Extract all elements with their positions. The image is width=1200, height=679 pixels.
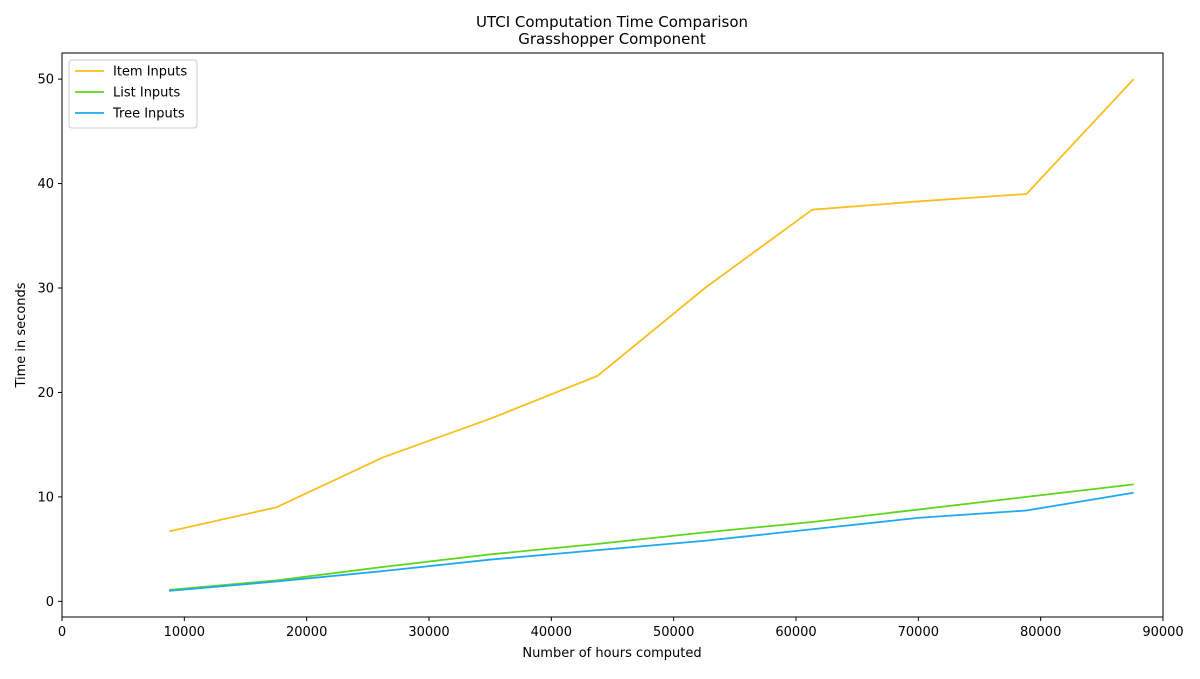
y-tick-label: 40	[37, 177, 54, 192]
x-tick-label: 80000	[1020, 625, 1061, 640]
legend: Item Inputs List Inputs Tree Inputs	[69, 60, 197, 128]
x-tick-label: 90000	[1142, 625, 1183, 640]
series-layer	[169, 79, 1133, 591]
y-tick-label: 20	[37, 386, 54, 401]
x-tick-label: 70000	[898, 625, 939, 640]
x-tick-label: 60000	[775, 625, 816, 640]
series-line-list-inputs	[169, 484, 1133, 589]
x-tick-label: 30000	[408, 625, 449, 640]
series-line-item-inputs	[169, 79, 1133, 531]
legend-label-tree-inputs: Tree Inputs	[112, 107, 185, 122]
x-tick-label: 40000	[531, 625, 572, 640]
x-axis-ticks: 0 10000 20000 30000 40000 50000 60000 70000 8000…	[58, 617, 1184, 640]
y-tick-label: 0	[46, 595, 54, 610]
x-axis-label: Number of hours computed	[522, 646, 701, 661]
y-tick-label: 10	[37, 490, 54, 505]
x-tick-label: 20000	[286, 625, 327, 640]
legend-label-item-inputs: Item Inputs	[113, 65, 187, 80]
y-tick-label: 50	[37, 73, 54, 88]
chart-subtitle: Grasshopper Component	[518, 30, 706, 48]
chart-title: UTCI Computation Time Comparison	[476, 13, 748, 31]
y-tick-label: 30	[37, 282, 54, 297]
y-axis-ticks: 0 10 20 30 40 50	[37, 73, 62, 610]
legend-label-list-inputs: List Inputs	[113, 86, 181, 101]
x-tick-label: 10000	[164, 625, 205, 640]
x-tick-label: 50000	[653, 625, 694, 640]
y-axis-label: Time in seconds	[14, 282, 29, 388]
plot-frame	[62, 53, 1163, 617]
x-tick-label: 0	[58, 625, 66, 640]
